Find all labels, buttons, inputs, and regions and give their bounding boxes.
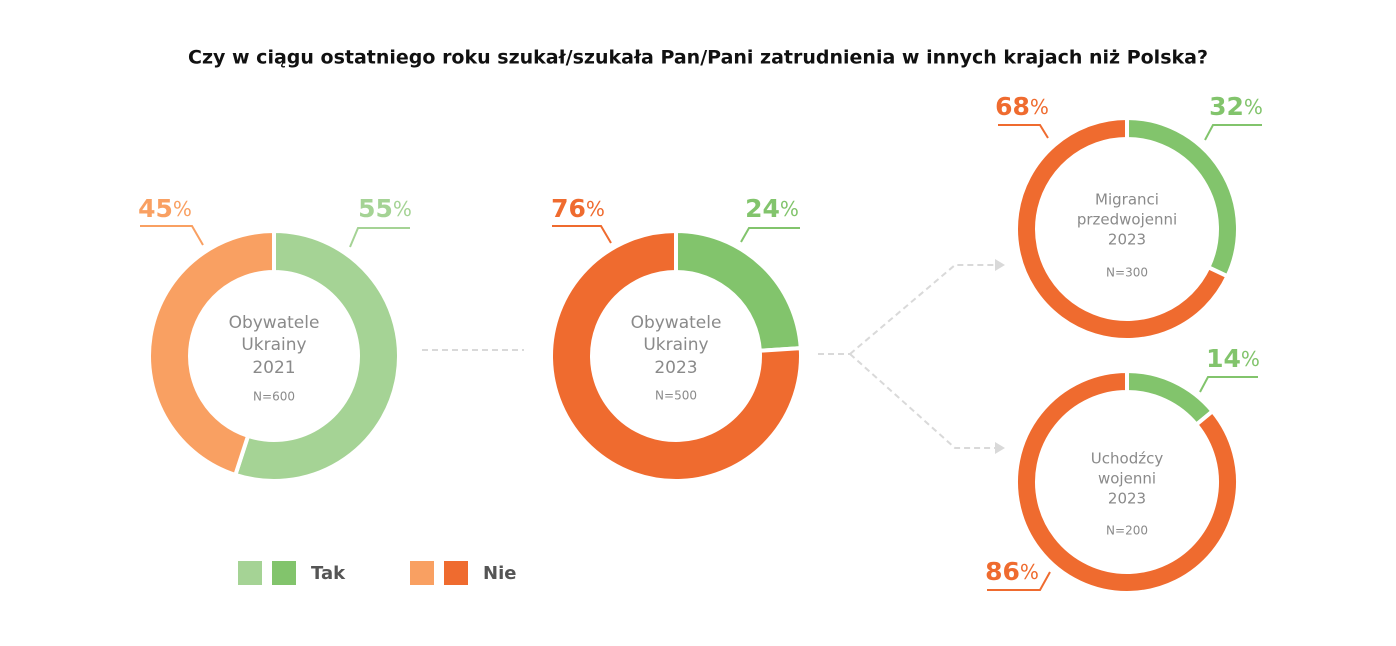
legend-swatch [272, 561, 296, 585]
value-label: 14% [1206, 344, 1260, 373]
legend-text: Nie [483, 563, 516, 584]
value-label: 86% [985, 557, 1039, 586]
value-number: 68 [995, 92, 1030, 121]
value-label: 32% [1209, 92, 1263, 121]
value-number: 14 [1206, 344, 1241, 373]
donut-segment [549, 228, 803, 483]
leader-line [1199, 376, 1258, 393]
leader-line [552, 225, 612, 244]
center-label: Ukrainy [643, 335, 708, 355]
value-unit: % [586, 197, 605, 221]
value-number: 76 [551, 194, 586, 223]
value-unit: % [173, 197, 192, 221]
center-label: Ukrainy [241, 335, 306, 355]
value-number: 55 [358, 194, 393, 223]
sample-size: N=600 [253, 390, 295, 404]
sample-size: N=200 [1106, 524, 1148, 538]
value-number: 24 [745, 194, 780, 223]
value-number: 86 [985, 557, 1020, 586]
value-label: 68% [995, 92, 1049, 121]
center-label: Obywatele [631, 313, 722, 333]
value-number: 32 [1209, 92, 1244, 121]
value-label: 76% [551, 194, 605, 223]
connectors [422, 264, 995, 449]
donut-segment [1014, 368, 1240, 595]
value-unit: % [780, 197, 799, 221]
center-label: 2023 [1108, 231, 1146, 249]
center-label: wojenni [1098, 470, 1156, 488]
value-unit: % [393, 197, 412, 221]
leader-line [987, 571, 1051, 591]
center-label: 2021 [252, 358, 295, 378]
center-label: Obywatele [229, 313, 320, 333]
value-label: 55% [358, 194, 412, 223]
legend-swatch [238, 561, 262, 585]
center-label: 2023 [654, 358, 697, 378]
value-label: 45% [138, 194, 192, 223]
donut-segment [1014, 115, 1231, 342]
connector [849, 264, 995, 355]
donut-segment [232, 228, 401, 483]
legend-text: Tak [311, 563, 346, 584]
arrow [995, 259, 1005, 271]
center-label: Migranci [1095, 191, 1159, 209]
leader-line [349, 227, 410, 248]
value-unit: % [1030, 95, 1049, 119]
leader-line [998, 124, 1049, 139]
donut-segment [147, 228, 276, 478]
value-label: 24% [745, 194, 799, 223]
connector [849, 353, 995, 449]
title: Czy w ciągu ostatniego roku szukał/szuka… [188, 47, 1208, 69]
leader-line [740, 227, 800, 243]
value-number: 45 [138, 194, 173, 223]
value-unit: % [1020, 560, 1039, 584]
sample-size: N=500 [655, 389, 697, 403]
leader-line [140, 225, 204, 246]
leader-line [1204, 124, 1262, 141]
value-unit: % [1244, 95, 1263, 119]
arrow [995, 442, 1005, 454]
center-label: 2023 [1108, 490, 1146, 508]
center-label: przedwojenni [1077, 211, 1177, 229]
donut-segment [1125, 368, 1216, 428]
legend-swatch [410, 561, 434, 585]
legend-swatch [444, 561, 468, 585]
center-label: Uchodźcy [1091, 450, 1164, 468]
value-unit: % [1241, 347, 1260, 371]
sample-size: N=300 [1106, 266, 1148, 280]
